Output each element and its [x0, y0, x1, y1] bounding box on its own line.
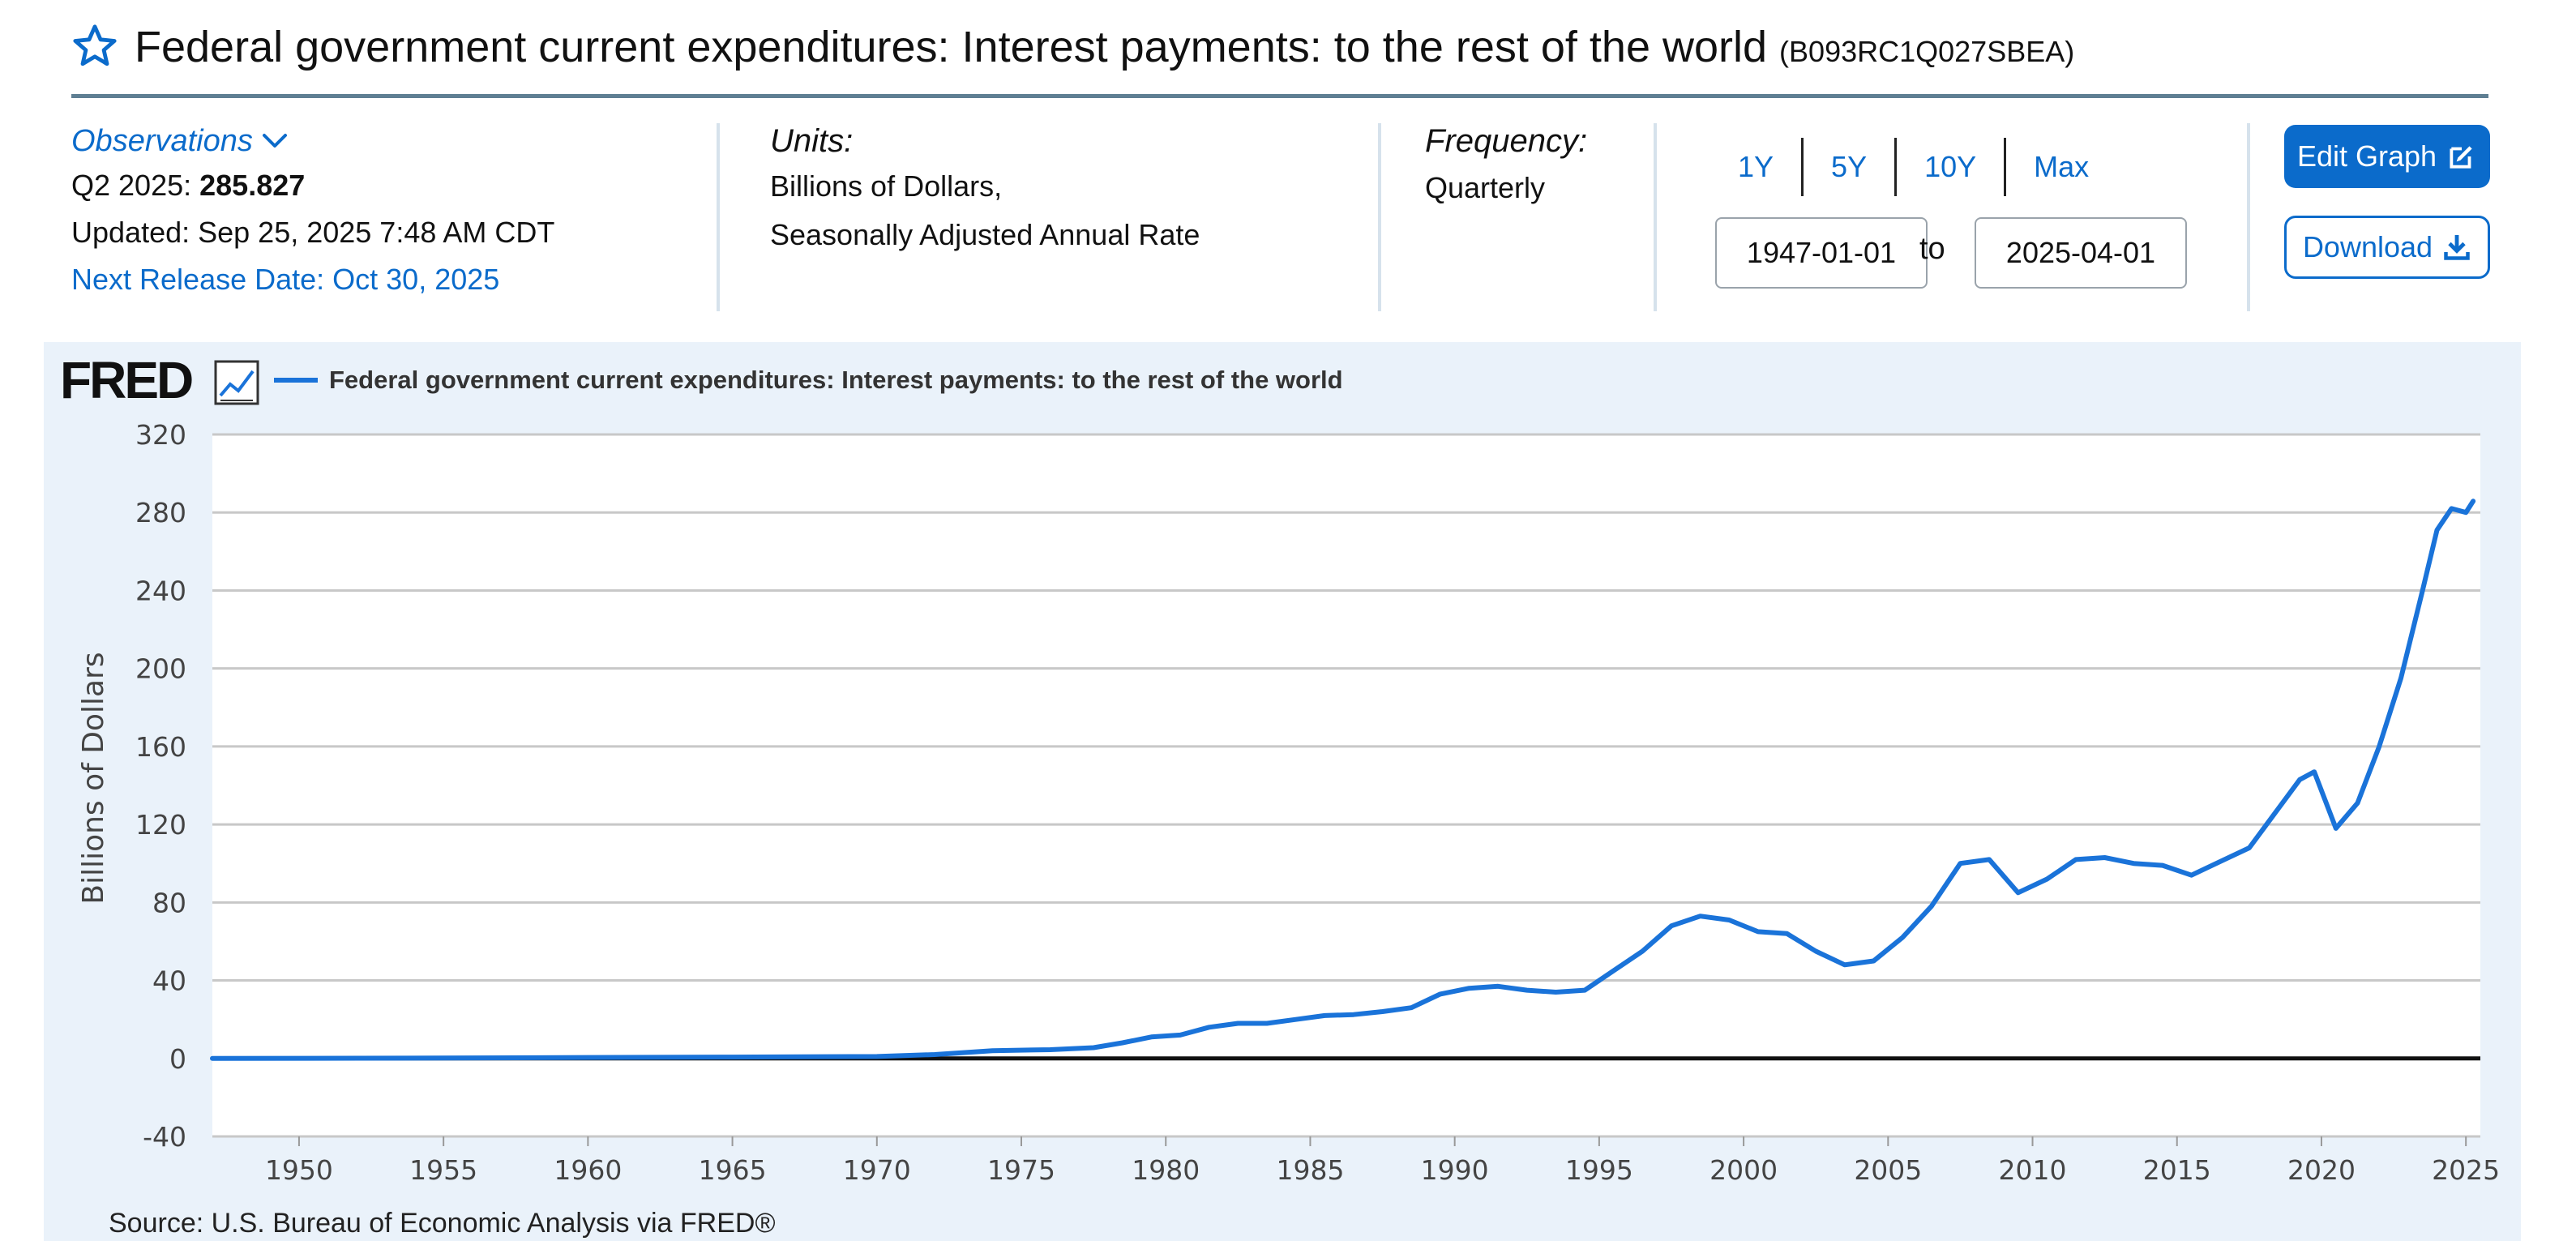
range-5y-button[interactable]: 5Y: [1804, 138, 1898, 196]
latest-observation: Q2 2025: 285.827: [71, 162, 554, 209]
x-tick-label: 1990: [1421, 1154, 1489, 1186]
x-tick-label: 1980: [1132, 1154, 1200, 1186]
y-tick-label: 320: [135, 419, 186, 451]
divider: [1654, 123, 1657, 311]
range-1y-button[interactable]: 1Y: [1710, 138, 1804, 196]
units-label: Units:: [770, 123, 854, 159]
frequency-panel: Frequency: Quarterly: [1425, 120, 1587, 214]
edit-graph-button[interactable]: Edit Graph: [2284, 125, 2490, 188]
y-axis-ticks: -40 0 40 80 120 160 200 240 280 320: [135, 419, 186, 1153]
y-tick-label: 160: [135, 731, 186, 763]
x-tick-label: 1985: [1276, 1154, 1344, 1186]
x-tick-label: 2005: [1854, 1154, 1922, 1186]
observation-period: Q2 2025:: [71, 169, 192, 202]
y-axis-label: Billions of Dollars: [77, 652, 110, 904]
chevron-down-icon: [262, 134, 287, 148]
star-icon[interactable]: [71, 23, 118, 70]
x-tick-label: 1995: [1565, 1154, 1633, 1186]
x-tick-label: 1970: [843, 1154, 911, 1186]
units-line1: Billions of Dollars,: [770, 169, 1003, 203]
page-header: Federal government current expenditures:…: [71, 16, 2488, 98]
start-date-input[interactable]: [1715, 217, 1928, 289]
updated-text: Updated: Sep 25, 2025 7:48 AM CDT: [71, 216, 555, 249]
series-id: (B093RC1Q027SBEA): [1779, 35, 2075, 68]
download-button[interactable]: Download: [2284, 216, 2490, 279]
range-10y-button[interactable]: 10Y: [1897, 138, 2007, 196]
y-tick-label: 280: [135, 497, 186, 528]
observations-panel: Observations Q2 2025: 285.827 Updated: S…: [71, 120, 554, 303]
grid: [212, 433, 2480, 1138]
observation-value: 285.827: [199, 169, 306, 202]
legend-label: Federal government current expenditures:…: [329, 366, 1343, 394]
page-title: Federal government current expenditures:…: [135, 18, 2074, 81]
edit-icon: [2450, 146, 2472, 169]
divider: [1378, 123, 1381, 311]
x-tick-label: 1960: [554, 1154, 622, 1186]
x-tick-label: 1950: [265, 1154, 333, 1186]
x-axis-ticks: 1950 1955 1960 1965 1970 1975 1980 1985 1990 1995…: [265, 1136, 2500, 1186]
range-max-button[interactable]: Max: [2034, 150, 2090, 183]
divider: [717, 123, 720, 311]
x-tick-label: 2000: [1709, 1154, 1778, 1186]
y-tick-label: 40: [152, 965, 186, 997]
x-tick-label: 1965: [699, 1154, 767, 1186]
divider: [2247, 123, 2250, 311]
source-text: Source: U.S. Bureau of Economic Analysis…: [109, 1208, 776, 1239]
x-tick-label: 1955: [409, 1154, 477, 1186]
frequency-label: Frequency:: [1425, 123, 1588, 159]
download-label: Download: [2302, 230, 2433, 263]
chart-line-icon: [214, 360, 259, 405]
x-tick-label: 2015: [2143, 1154, 2211, 1186]
x-tick-label: 2025: [2432, 1154, 2500, 1186]
fred-logo: FRED: [60, 351, 194, 409]
observations-dropdown[interactable]: Observations: [71, 120, 554, 162]
y-tick-label: 120: [135, 809, 186, 841]
x-tick-label: 1975: [987, 1154, 1055, 1186]
frequency-value: Quarterly: [1425, 171, 1546, 204]
range-buttons: 1Y 5Y 10Y Max: [1710, 138, 2116, 196]
units-panel: Units: Billions of Dollars, Seasonally A…: [770, 120, 1200, 259]
units-line2: Seasonally Adjusted Annual Rate: [770, 218, 1200, 251]
x-tick-label: 2010: [1999, 1154, 2067, 1186]
download-icon: [2444, 235, 2470, 260]
y-tick-label: 0: [169, 1043, 186, 1075]
observations-label: Observations: [71, 124, 253, 158]
series-line: [210, 499, 2476, 1061]
y-tick-label: 200: [135, 653, 186, 685]
edit-graph-label: Edit Graph: [2296, 139, 2437, 173]
date-to-label: to: [1919, 232, 1945, 266]
next-release-link[interactable]: Next Release Date: Oct 30, 2025: [71, 263, 500, 296]
y-tick-label: -40: [143, 1121, 186, 1153]
end-date-input[interactable]: [1975, 217, 2187, 289]
plot-area: [212, 434, 2480, 1136]
x-tick-label: 2020: [2287, 1154, 2356, 1186]
y-tick-label: 240: [135, 575, 186, 606]
y-tick-label: 80: [152, 887, 186, 918]
series-title: Federal government current expenditures:…: [135, 23, 1768, 71]
